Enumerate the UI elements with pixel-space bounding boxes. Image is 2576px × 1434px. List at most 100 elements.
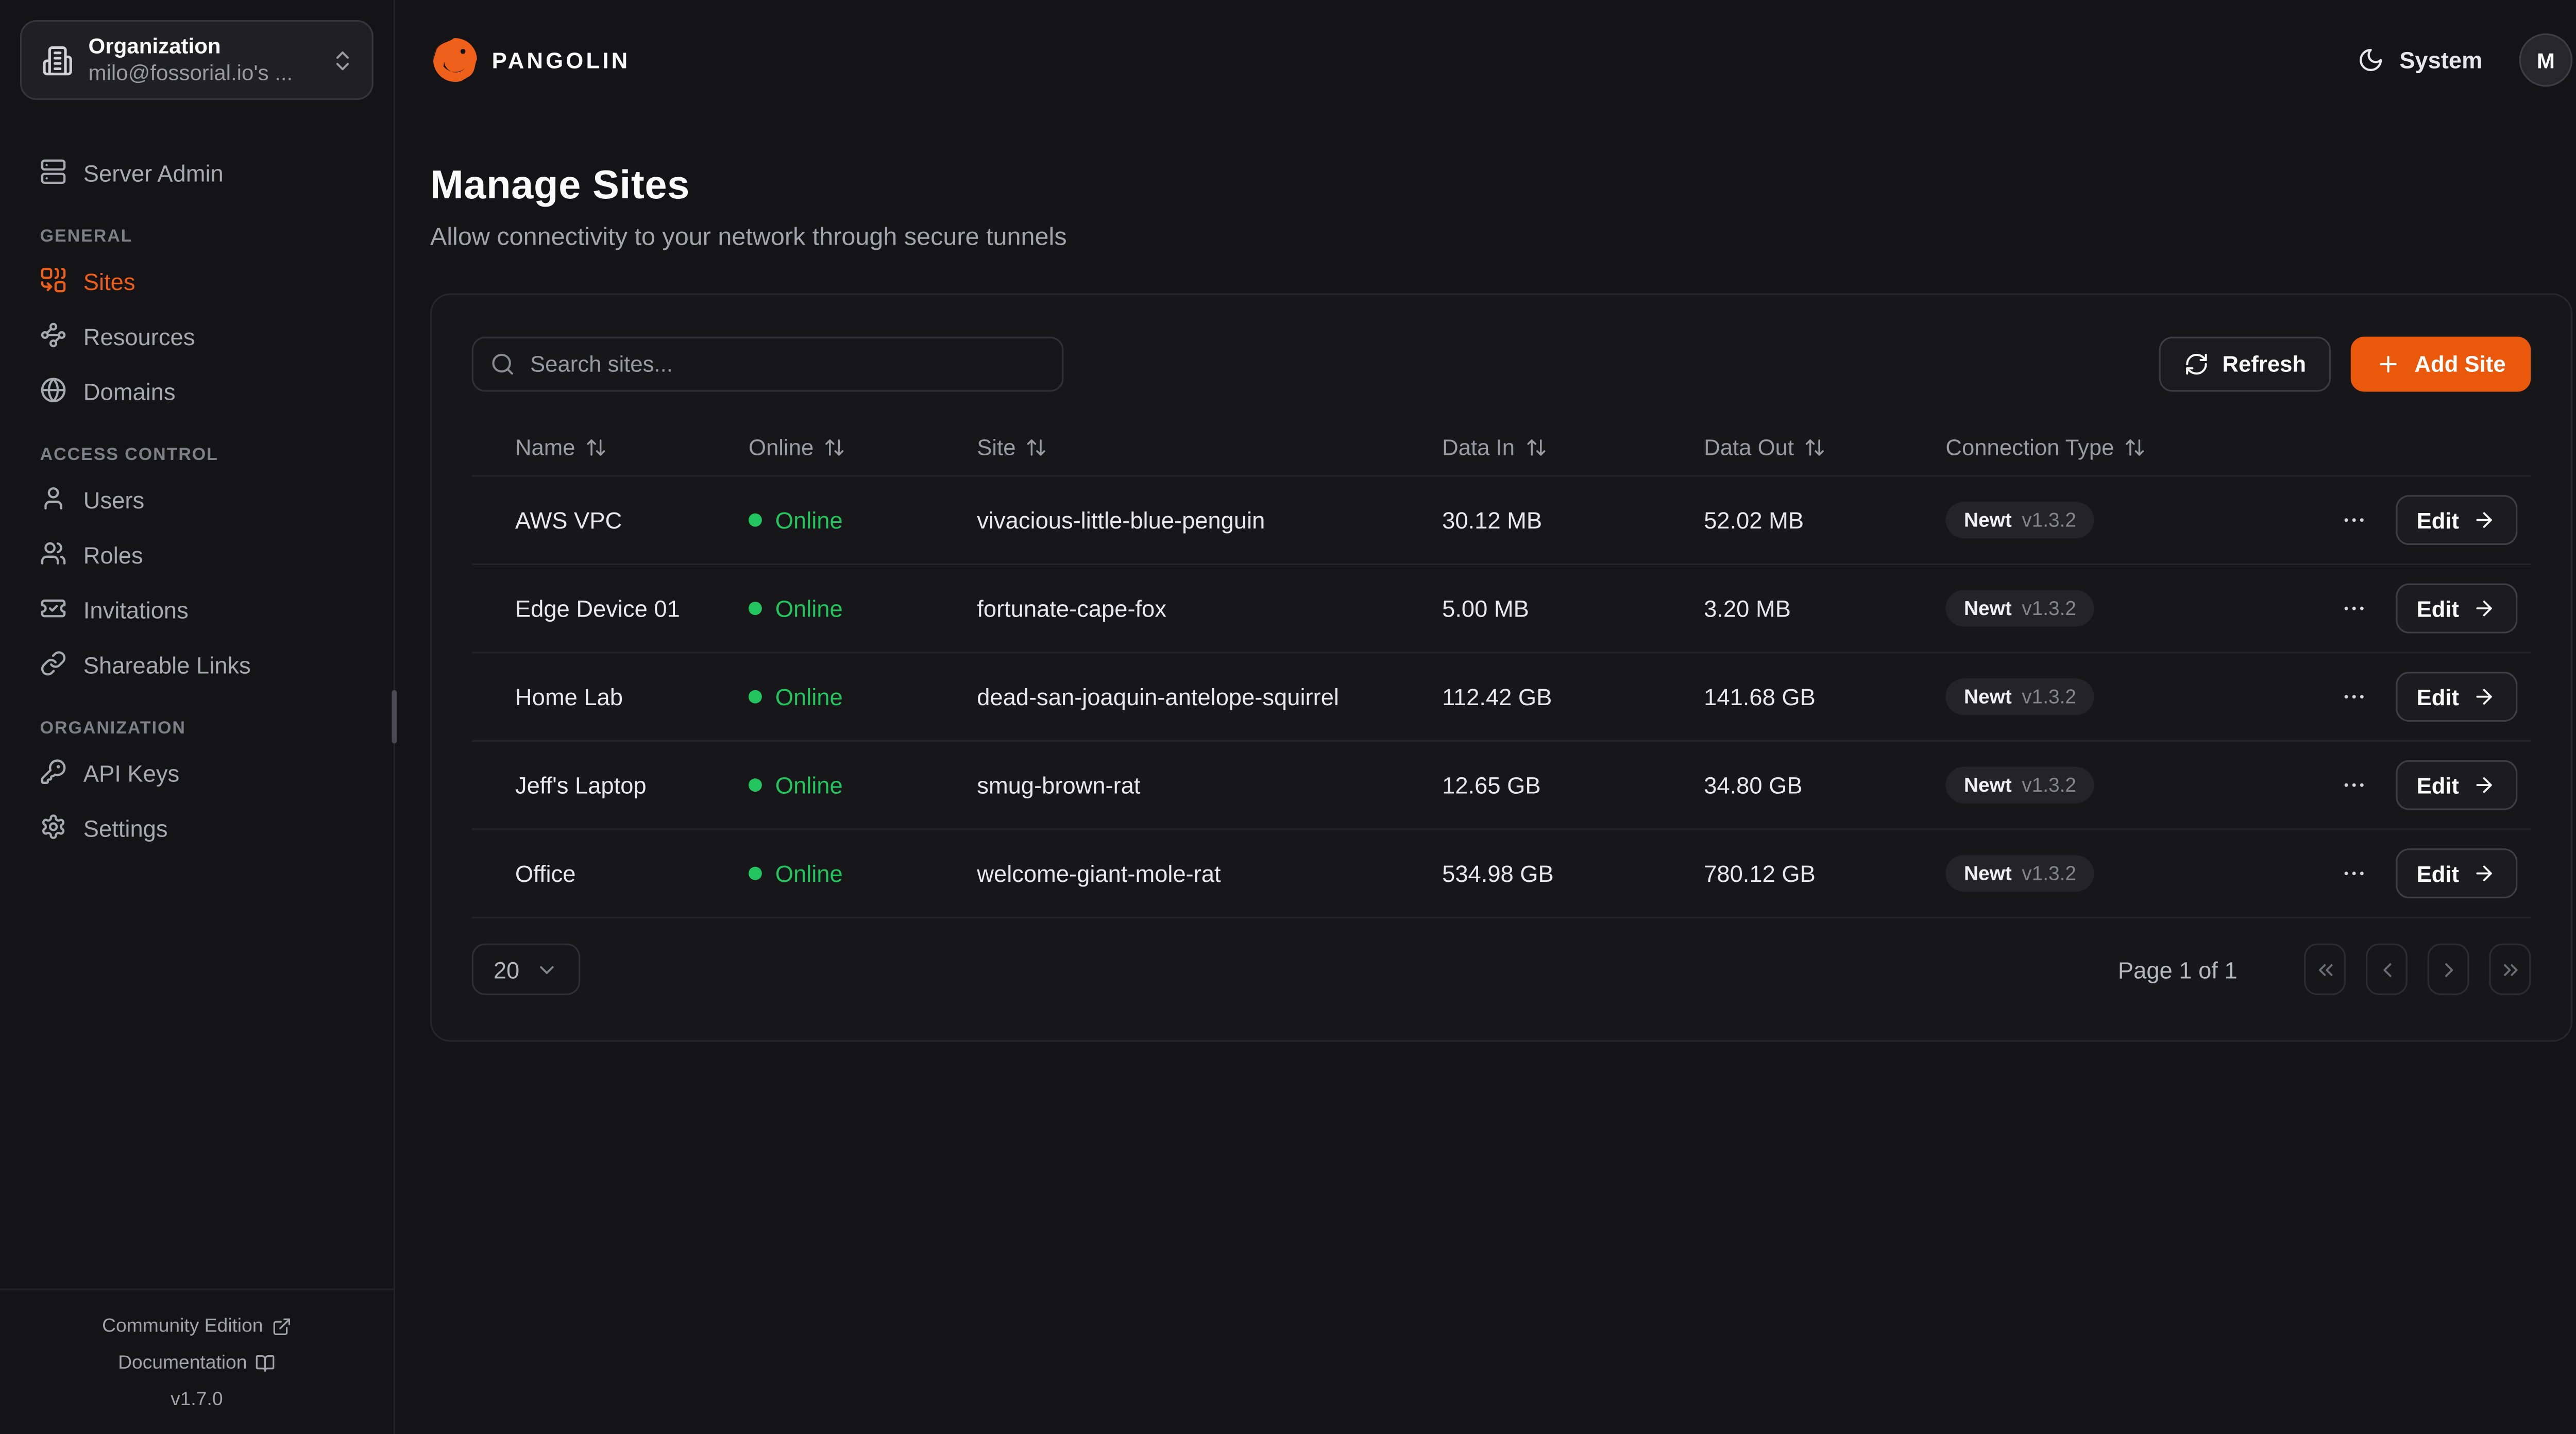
theme-label: System (2399, 46, 2483, 74)
sidebar-item-label: Roles (83, 541, 143, 568)
sidebar-item-settings[interactable]: Settings (20, 802, 374, 852)
org-text: Organization milo@fossorial.io's ... (89, 33, 315, 87)
online-label: Online (775, 506, 843, 534)
cell-data-in: 12.65 GB (1442, 772, 1541, 799)
edit-button[interactable]: Edit (2395, 760, 2518, 810)
online-dot (748, 602, 762, 616)
refresh-icon (2186, 353, 2207, 375)
search-wrap (471, 336, 1064, 392)
sort-icon (1526, 438, 1545, 455)
column-header-online[interactable]: Online (749, 434, 977, 459)
column-header-name[interactable]: Name (515, 434, 749, 459)
sidebar-item-label: Settings (83, 814, 168, 841)
org-switcher[interactable]: Organization milo@fossorial.io's ... (20, 20, 374, 100)
page-subtitle: Allow connectivity to your network throu… (430, 223, 1067, 252)
chevron-left-icon (2382, 962, 2391, 976)
version-label: v1.7.0 (171, 1390, 223, 1410)
row-menu-button[interactable] (2340, 684, 2367, 710)
table-header-row: Name Online Site Data In (471, 418, 2531, 477)
row-menu-button[interactable] (2340, 507, 2367, 534)
ellipsis-icon (2344, 872, 2363, 876)
sidebar-item-resources[interactable]: Resources (20, 310, 374, 360)
refresh-button[interactable]: Refresh (2159, 336, 2331, 392)
sort-icon (1805, 438, 1824, 455)
cell-data-in: 30.12 MB (1442, 506, 1543, 534)
sidebar-item-domains[interactable]: Domains (20, 365, 374, 415)
pager-nav-buttons (2304, 943, 2531, 995)
row-menu-button[interactable] (2340, 595, 2367, 622)
page-content: Manage Sites Allow connectivity to your … (395, 120, 2576, 1042)
sidebar-item-label: Users (83, 486, 145, 513)
sort-icon (1027, 438, 1046, 455)
cell-actions: Edit (2302, 495, 2531, 545)
connection-version: v1.3.2 (2022, 862, 2077, 885)
edit-button[interactable]: Edit (2395, 672, 2518, 722)
chevron-right-icon (2444, 962, 2452, 976)
cell-name: Edge Device 01 (515, 595, 680, 622)
online-dot (748, 513, 762, 527)
edit-label: Edit (2416, 861, 2460, 886)
sidebar-item-label: Resources (83, 322, 195, 349)
documentation-link[interactable]: Documentation (13, 1345, 380, 1381)
gear-icon (42, 814, 65, 839)
sidebar-item-invitations[interactable]: Invitations (20, 584, 374, 634)
community-edition-link[interactable]: Community Edition (13, 1308, 380, 1345)
sidebar-item-api-keys[interactable]: API Keys (20, 747, 374, 797)
column-header-connection-type[interactable]: Connection Type (1945, 434, 2302, 459)
ticket-check-icon (41, 599, 66, 618)
column-header-site[interactable]: Site (977, 434, 1442, 459)
community-edition-label: Community Edition (102, 1317, 263, 1337)
next-page-button[interactable] (2427, 943, 2469, 995)
column-label: Connection Type (1945, 434, 2114, 459)
sidebar-resize-handle[interactable] (392, 690, 397, 744)
edit-button[interactable]: Edit (2395, 583, 2518, 634)
column-header-data-in[interactable]: Data In (1442, 434, 1704, 459)
sidebar-item-label: API Keys (83, 759, 180, 786)
chevrons-left-icon (2318, 963, 2332, 976)
sidebar-item-roles[interactable]: Roles (20, 528, 374, 578)
cell-connection-type: Newt v1.3.2 (1945, 678, 2302, 715)
row-menu-button[interactable] (2340, 860, 2367, 887)
org-switcher-value: milo@fossorial.io's ... (88, 60, 293, 86)
user-icon (44, 487, 62, 510)
column-label: Site (977, 434, 1016, 459)
prev-page-button[interactable] (2365, 943, 2408, 995)
edit-button[interactable]: Edit (2395, 495, 2518, 545)
key-icon (41, 759, 66, 784)
waypoints-icon (41, 322, 66, 348)
last-page-button[interactable] (2489, 943, 2531, 995)
sidebar-item-shareable-links[interactable]: Shareable Links (20, 638, 374, 688)
sidebar-section-organization: ORGANIZATION (40, 718, 186, 739)
cell-name: Home Lab (515, 683, 623, 710)
table-row: Home Lab Online dead-san-joaquin-antelop… (471, 654, 2531, 742)
row-menu-button[interactable] (2340, 772, 2367, 798)
moon-icon (2360, 48, 2382, 72)
edit-button[interactable]: Edit (2395, 848, 2518, 899)
cell-site: fortunate-cape-fox (977, 595, 1166, 622)
sites-card: Refresh Add Site Name (430, 293, 2573, 1042)
sidebar-item-users[interactable]: Users (20, 473, 374, 523)
column-label: Data Out (1704, 434, 1794, 459)
connection-type: Newt (1964, 596, 2012, 620)
pangolin-logo-icon (433, 37, 478, 83)
add-site-button[interactable]: Add Site (2351, 336, 2531, 392)
cell-data-out: 3.20 MB (1704, 595, 1791, 622)
cell-actions: Edit (2302, 672, 2531, 722)
connection-badge: Newt v1.3.2 (1945, 855, 2095, 892)
online-dot (748, 866, 762, 880)
avatar[interactable]: M (2519, 33, 2573, 87)
cell-online: Online (748, 595, 977, 622)
cell-online: Online (748, 772, 977, 798)
cell-actions: Edit (2302, 583, 2531, 634)
first-page-button[interactable] (2304, 943, 2346, 995)
rows-per-page-select[interactable]: 20 (471, 943, 580, 995)
sidebar-item-server-admin[interactable]: Server Admin (20, 147, 374, 197)
column-header-data-out[interactable]: Data Out (1704, 434, 1945, 459)
theme-toggle[interactable]: System (2358, 46, 2483, 74)
arrow-right-icon (2476, 512, 2492, 528)
cell-site: welcome-giant-mole-rat (977, 860, 1221, 887)
sort-icon (587, 438, 605, 455)
search-input[interactable] (471, 336, 1064, 392)
cell-actions: Edit (2302, 848, 2531, 899)
sidebar-item-sites[interactable]: Sites (20, 255, 374, 305)
